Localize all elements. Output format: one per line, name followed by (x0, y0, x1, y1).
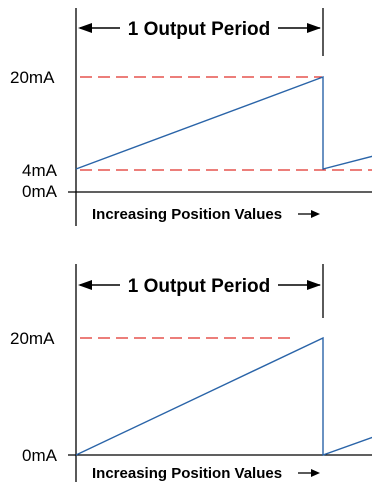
chart-4-20ma: 1 Output Period 20mA 4mA 0mA Increasing … (10, 8, 372, 226)
period-label: 1 Output Period (128, 276, 271, 297)
period-arrowhead-right (307, 23, 321, 33)
output-signal-line (75, 75, 372, 170)
y-tick-label-4ma: 4mA (22, 161, 58, 180)
chart-0-20ma: 1 Output Period 20mA 0mA Increasing Posi… (10, 264, 372, 482)
y-tick-label-0ma: 0mA (22, 446, 58, 465)
y-tick-label-20ma: 20mA (10, 329, 55, 348)
output-signal-line (75, 336, 372, 456)
x-axis-label: Increasing Position Values (92, 206, 282, 223)
period-label: 1 Output Period (128, 19, 271, 40)
period-arrowhead-left (78, 23, 92, 33)
x-label-arrowhead (311, 210, 320, 218)
y-tick-label-0ma: 0mA (22, 182, 58, 201)
period-arrowhead-left (78, 280, 92, 290)
x-label-arrowhead (311, 469, 320, 477)
x-axis-label: Increasing Position Values (92, 465, 282, 482)
period-arrowhead-right (307, 280, 321, 290)
y-tick-label-20ma: 20mA (10, 68, 55, 87)
